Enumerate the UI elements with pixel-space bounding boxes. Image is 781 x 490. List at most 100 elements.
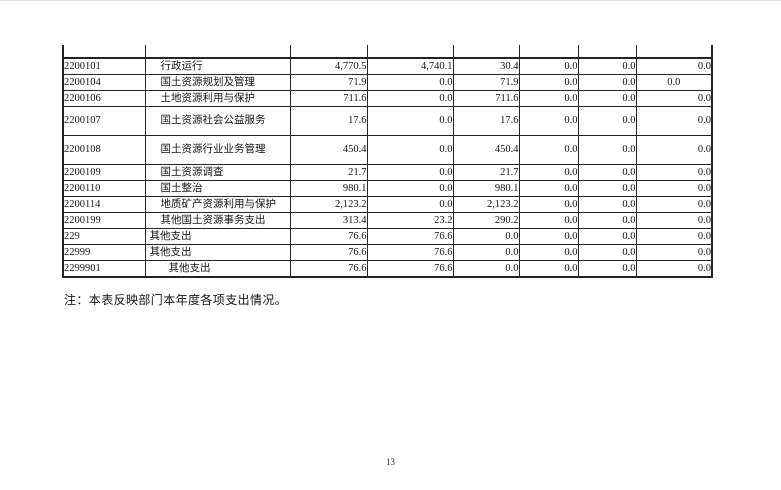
table-footnote: 注：本表反映部门本年度各项支出情况。 [64,293,288,307]
empty-cell [366,45,454,59]
code-cell: 2200104 [62,74,146,91]
value-cell: 0.0 [635,180,713,197]
value-cell: 0.0 [577,164,637,181]
value-cell: 0.0 [366,74,454,91]
value-cell: 21.7 [452,164,520,181]
value-cell: 313.4 [289,212,368,229]
value-cell: 0.0 [452,228,520,245]
value-cell: 450.4 [289,135,368,165]
label-cell: 其他支出 [144,260,291,278]
value-cell: 0.0 [635,260,713,278]
value-cell: 0.0 [518,74,579,91]
value-cell: 76.6 [289,244,368,261]
value-cell: 17.6 [289,106,368,136]
value-cell: 0.0 [452,244,520,261]
value-cell: 0.0 [577,57,637,75]
value-cell: 0.0 [518,228,579,245]
value-cell: 71.9 [289,74,368,91]
label-cell: 国土资源调查 [144,164,291,181]
value-cell: 4,770.5 [289,57,368,75]
label-cell: 其他国土资源事务支出 [144,212,291,229]
value-cell: 711.6 [452,90,520,107]
value-cell: 21.7 [289,164,368,181]
value-cell: 0.0 [635,228,713,245]
table-row: 2299901 其他支出 76.6 76.6 0.0 0.0 0.0 0.0 [62,260,713,278]
code-cell: 2200199 [62,212,146,229]
table-row: 2200108 国土资源行业业务管理 450.4 0.0 450.4 0.0 0… [62,135,713,165]
value-cell: 0.0 [518,196,579,213]
budget-expenditure-table: 2200101 行政运行 4,770.5 4,740.1 30.4 0.0 0.… [62,45,713,278]
value-cell: 290.2 [452,212,520,229]
value-cell: 0.0 [577,228,637,245]
table-row: 2200114 地质矿产资源利用与保护 2,123.2 0.0 2,123.2 … [62,196,713,213]
value-cell: 23.2 [366,212,454,229]
value-cell: 76.6 [289,260,368,278]
value-cell: 0.0 [452,260,520,278]
code-cell: 22999 [62,244,146,261]
empty-cell [144,45,291,59]
table-row: 2200101 行政运行 4,770.5 4,740.1 30.4 0.0 0.… [62,57,713,75]
label-cell: 地质矿产资源利用与保护 [144,196,291,213]
code-cell: 2200101 [62,57,146,75]
value-cell: 0.0 [635,74,713,91]
value-cell: 0.0 [577,260,637,278]
label-cell: 国土资源行业业务管理 [144,135,291,165]
table-row: 22999 其他支出 76.6 76.6 0.0 0.0 0.0 0.0 [62,244,713,261]
value-cell: 71.9 [452,74,520,91]
value-cell: 0.0 [577,244,637,261]
table-row: 2200106 土地资源利用与保护 711.6 0.0 711.6 0.0 0.… [62,90,713,107]
code-cell: 2200109 [62,164,146,181]
value-cell: 0.0 [518,106,579,136]
label-cell: 国土资源社会公益服务 [144,106,291,136]
value-cell: 0.0 [635,164,713,181]
value-cell: 0.0 [366,90,454,107]
value-cell: 711.6 [289,90,368,107]
table-row: 2200107 国土资源社会公益服务 17.6 0.0 17.6 0.0 0.0… [62,106,713,136]
page-top-edge [0,0,781,1]
value-cell: 0.0 [366,135,454,165]
code-cell: 2200110 [62,180,146,197]
label-cell: 土地资源利用与保护 [144,90,291,107]
page-number: 13 [386,457,395,467]
value-cell: 0.0 [577,74,637,91]
value-cell: 0.0 [635,57,713,75]
empty-cell [289,45,368,59]
empty-cell [518,45,579,59]
value-cell: 0.0 [577,196,637,213]
value-cell: 0.0 [635,135,713,165]
value-cell: 0.0 [635,90,713,107]
value-cell: 0.0 [577,106,637,136]
table-row: 229 其他支出 76.6 76.6 0.0 0.0 0.0 0.0 [62,228,713,245]
value-cell: 0.0 [635,196,713,213]
value-cell: 0.0 [577,180,637,197]
empty-cell [62,45,146,59]
value-cell: 980.1 [289,180,368,197]
value-cell: 980.1 [452,180,520,197]
value-cell: 0.0 [366,196,454,213]
value-cell: 4,740.1 [366,57,454,75]
value-cell: 30.4 [452,57,520,75]
empty-cell [577,45,637,59]
value-cell: 76.6 [366,260,454,278]
value-cell: 0.0 [518,57,579,75]
value-cell: 0.0 [577,135,637,165]
value-cell: 0.0 [577,212,637,229]
value-cell: 2,123.2 [289,196,368,213]
value-cell: 0.0 [635,244,713,261]
value-cell: 0.0 [635,212,713,229]
label-cell: 其他支出 [144,228,291,245]
table-row: 2200109 国土资源调查 21.7 0.0 21.7 0.0 0.0 0.0 [62,164,713,181]
value-cell: 2,123.2 [452,196,520,213]
code-cell: 2299901 [62,260,146,278]
code-cell: 229 [62,228,146,245]
table-row: 2200199 其他国土资源事务支出 313.4 23.2 290.2 0.0 … [62,212,713,229]
empty-cell [452,45,520,59]
code-cell: 2200108 [62,135,146,165]
code-cell: 2200114 [62,196,146,213]
label-cell: 国土资源规划及管理 [144,74,291,91]
table-row: 2200104 国土资源规划及管理 71.9 0.0 71.9 0.0 0.0 … [62,74,713,91]
label-cell: 国土整治 [144,180,291,197]
code-cell: 2200106 [62,90,146,107]
value-cell: 76.6 [366,244,454,261]
